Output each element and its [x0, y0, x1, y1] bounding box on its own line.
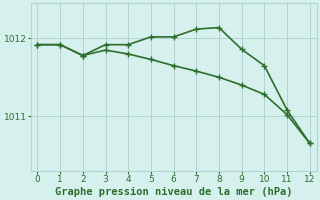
X-axis label: Graphe pression niveau de la mer (hPa): Graphe pression niveau de la mer (hPa) — [55, 186, 292, 197]
